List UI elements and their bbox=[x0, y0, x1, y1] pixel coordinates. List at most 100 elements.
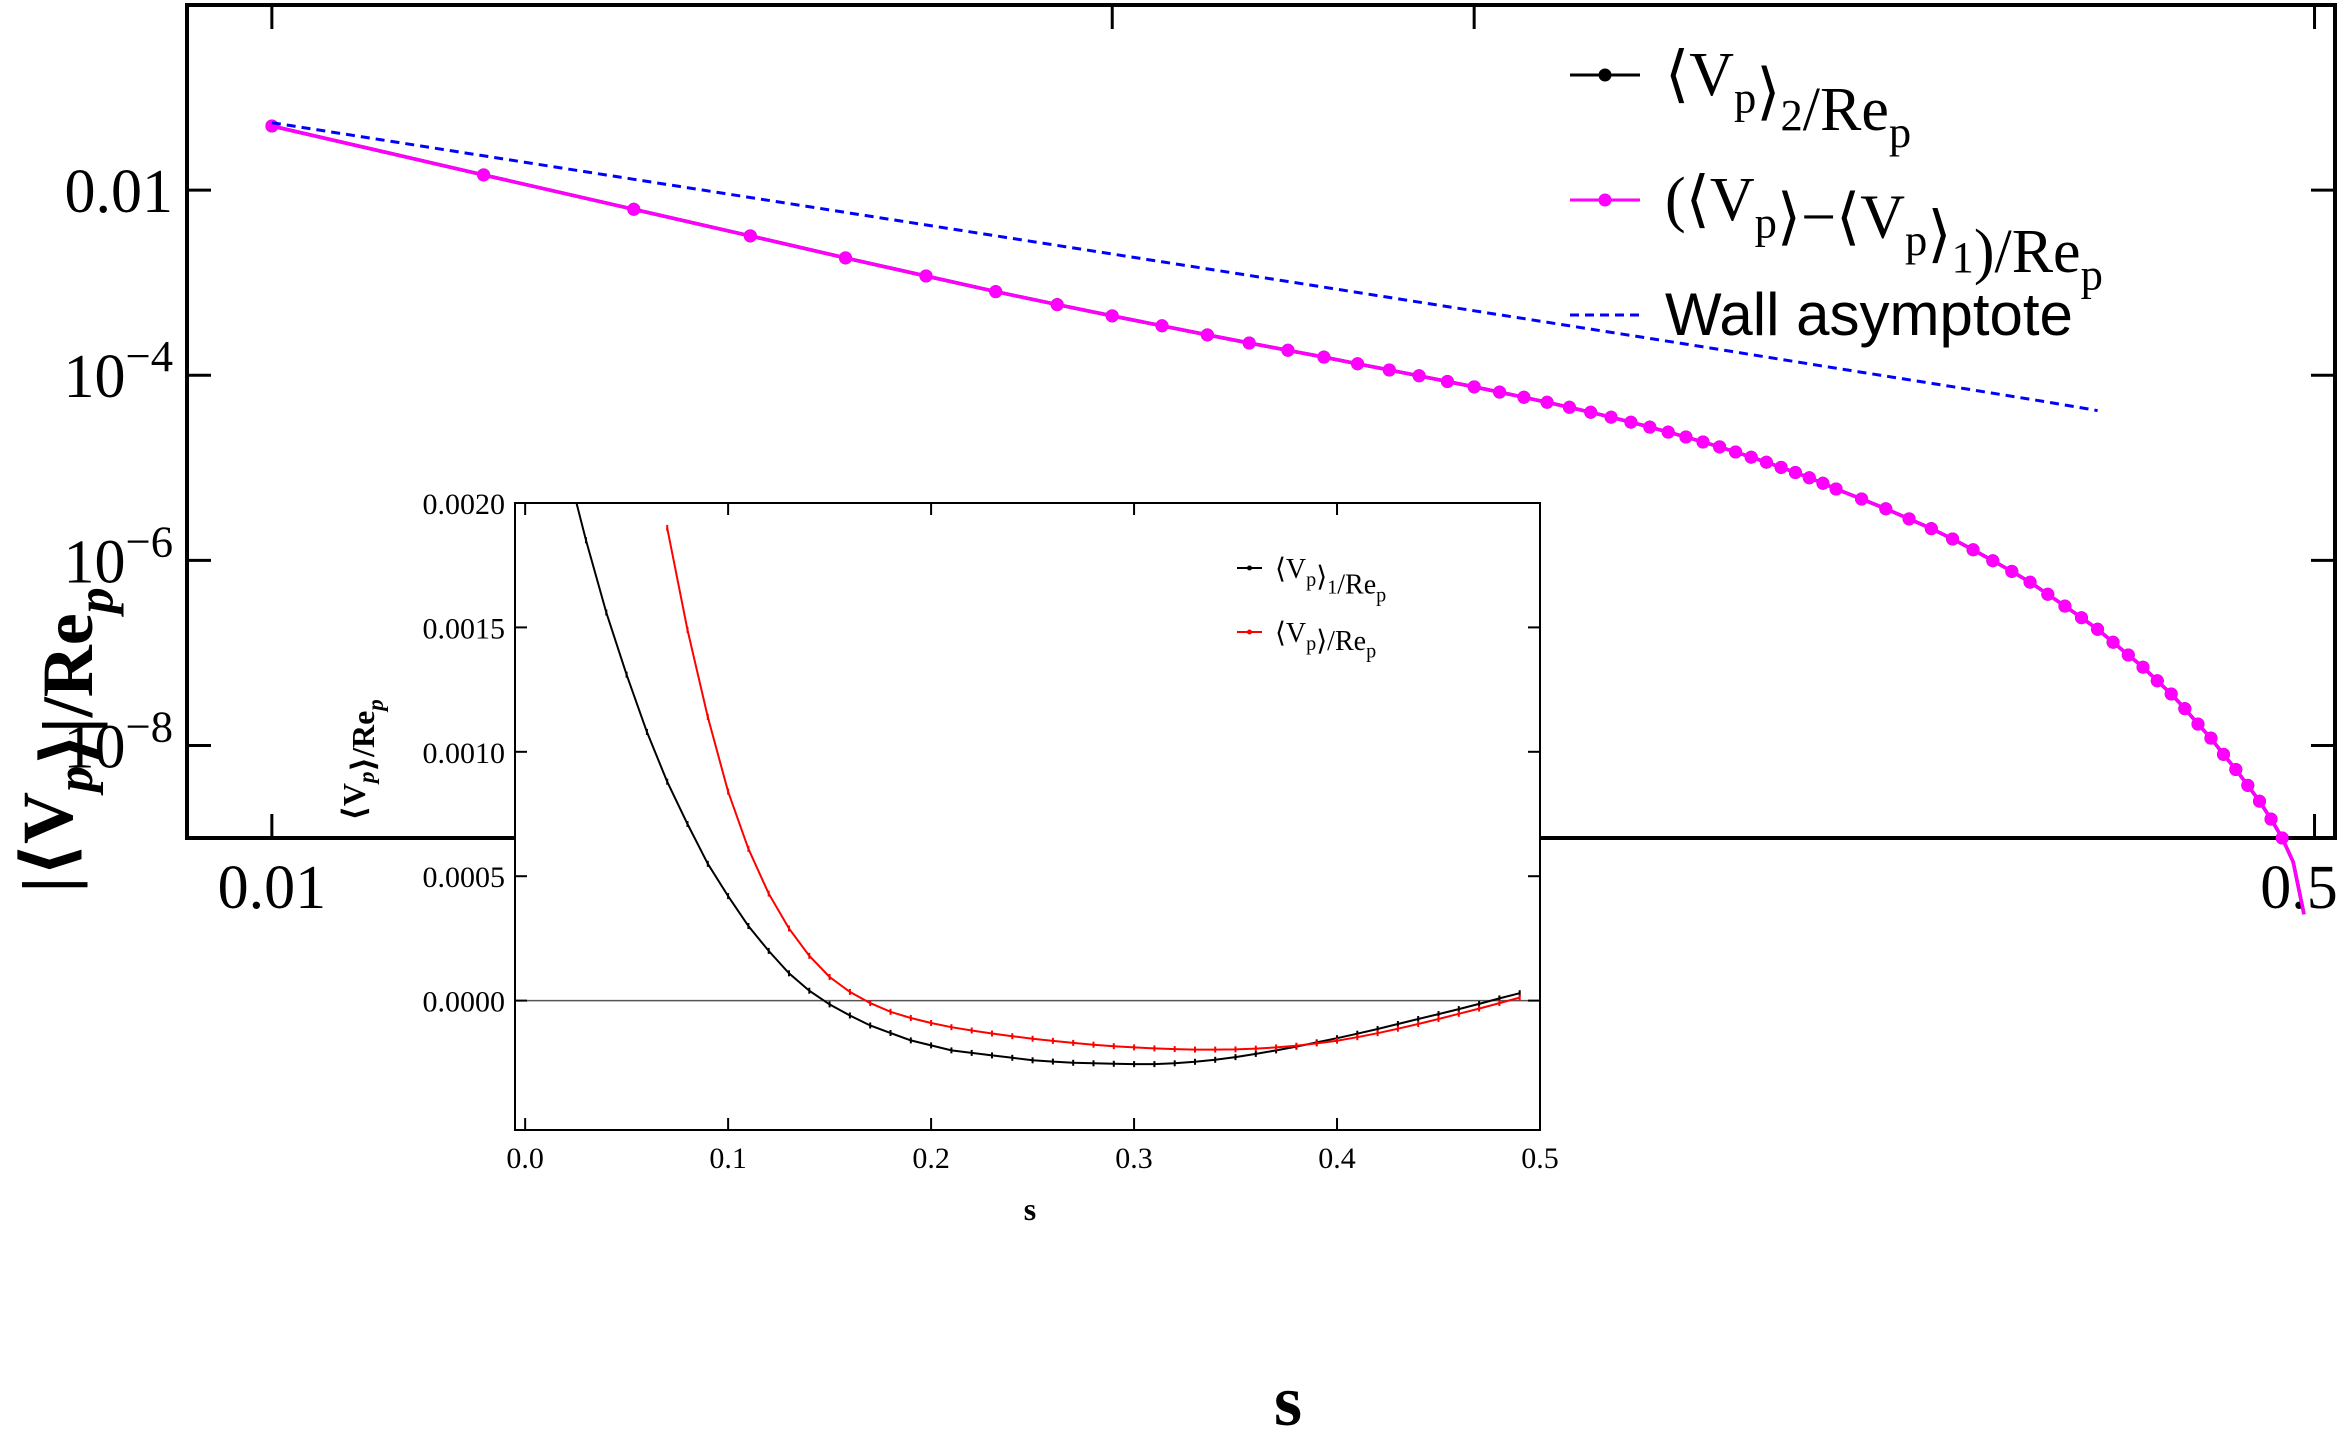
main-y-axis-label: |⟨Vp⟩|/Rep bbox=[8, 587, 124, 892]
main-data-point bbox=[1643, 420, 1657, 434]
main-data-point bbox=[1105, 309, 1119, 323]
main-data-point bbox=[1317, 350, 1331, 364]
main-data-point bbox=[1604, 410, 1618, 424]
main-legend-label: ⟨Vp⟩2/Rep bbox=[1665, 41, 1911, 157]
main-data-point bbox=[2075, 611, 2088, 625]
main-y-axis: 0.01 10−4 10−6 10−8 bbox=[64, 158, 2335, 781]
main-data-point bbox=[627, 202, 641, 216]
inset-x-tick-label: 0.1 bbox=[709, 1142, 747, 1175]
main-data-point bbox=[1584, 405, 1598, 419]
main-data-point bbox=[1517, 390, 1531, 404]
main-data-point bbox=[2106, 635, 2120, 649]
main-data-point bbox=[1624, 415, 1638, 429]
main-data-point bbox=[1774, 460, 1788, 474]
main-data-point bbox=[1879, 502, 1893, 516]
inset-y-tick-label: 0.0010 bbox=[423, 737, 506, 770]
main-data-point bbox=[743, 229, 757, 243]
main-data-point bbox=[1788, 466, 1802, 479]
main-data-point bbox=[1802, 471, 1816, 485]
main-y-tick-label: 10−8 bbox=[64, 701, 173, 781]
main-data-point bbox=[1351, 357, 1365, 371]
main-data-point bbox=[989, 285, 1003, 299]
main-data-point bbox=[919, 269, 933, 283]
main-data-point bbox=[1562, 400, 1576, 414]
main-data-point bbox=[1382, 363, 1396, 377]
main-data-point bbox=[2241, 778, 2255, 792]
inset-y-tick-label: 0.0020 bbox=[423, 488, 506, 521]
main-data-point bbox=[1713, 440, 1727, 454]
inset-background bbox=[515, 503, 1540, 1130]
main-data-point bbox=[839, 251, 852, 265]
inset-x-tick-label: 0.3 bbox=[1115, 1142, 1153, 1175]
inset-frame bbox=[514, 502, 1541, 1131]
main-data-point bbox=[1729, 445, 1743, 459]
main-x-axis-label: s bbox=[1274, 1361, 1302, 1440]
main-data-point bbox=[2091, 622, 2105, 636]
main-data-point bbox=[1986, 554, 2000, 568]
inset-y-tick-label: 0.0015 bbox=[423, 612, 506, 645]
inset-x-tick-label: 0.4 bbox=[1318, 1142, 1356, 1175]
inset-x-axis-label: s bbox=[1024, 1191, 1036, 1227]
main-data-point bbox=[1661, 425, 1675, 439]
inset-series-group bbox=[575, 503, 1521, 1068]
main-data-point bbox=[1696, 435, 1710, 449]
main-legend-label: Wall asymptote bbox=[1665, 281, 2073, 348]
main-data-point bbox=[1744, 450, 1758, 464]
main-data-point bbox=[1855, 492, 1869, 506]
main-y-tick-label: 0.01 bbox=[65, 158, 174, 226]
inset-legend-marker bbox=[1247, 629, 1252, 635]
main-data-point bbox=[1924, 522, 1938, 536]
main-data-point bbox=[2136, 660, 2150, 674]
inset-legend-marker bbox=[1247, 565, 1252, 571]
main-data-point bbox=[2275, 831, 2289, 845]
main-data-point bbox=[1242, 336, 1256, 350]
main-data-point bbox=[2023, 575, 2037, 589]
main-data-point bbox=[2178, 702, 2192, 716]
inset-y-axis-label: ⟨Vp⟩/Rep bbox=[336, 699, 388, 821]
main-data-point bbox=[2164, 687, 2178, 701]
main-data-point bbox=[1759, 455, 1773, 469]
inset-y-axis: 0.0000 0.0005 0.0010 0.0015 0.0020 bbox=[423, 488, 1540, 1019]
inset-x-axis: 0.0 0.1 0.2 0.3 0.4 0.5 bbox=[506, 503, 1559, 1175]
main-data-point bbox=[1679, 430, 1693, 444]
main-data-point bbox=[1412, 369, 1426, 383]
main-legend-marker bbox=[1598, 68, 1612, 82]
main-data-point bbox=[1829, 482, 1843, 496]
inset-y-tick-label: 0.0000 bbox=[423, 986, 506, 1019]
main-data-point bbox=[1946, 532, 1960, 546]
main-data-point bbox=[2264, 812, 2278, 826]
main-series-line bbox=[271, 121, 2098, 413]
main-data-point bbox=[1281, 343, 1295, 357]
main-data-point bbox=[1966, 543, 1980, 557]
main-data-point bbox=[1493, 385, 1507, 399]
main-data-point bbox=[1050, 298, 1064, 312]
main-data-point bbox=[1902, 512, 1916, 526]
inset-x-tick-label: 0.0 bbox=[506, 1142, 544, 1175]
main-data-point bbox=[1816, 476, 1830, 490]
main-data-point bbox=[2005, 564, 2019, 578]
main-data-point bbox=[1155, 319, 1169, 333]
main-data-point bbox=[2150, 674, 2164, 688]
inset-x-tick-label: 0.2 bbox=[912, 1142, 950, 1175]
main-data-point bbox=[1440, 375, 1454, 388]
main-x-tick-label: 0.01 bbox=[218, 854, 327, 922]
main-data-point bbox=[1467, 380, 1481, 394]
inset-plot: 0.0 0.1 0.2 0.3 0.4 0.5 0.00000.00050.00100.0… bbox=[336, 488, 1559, 1227]
inset-x-tick-label: 0.5 bbox=[1521, 1142, 1559, 1175]
main-data-point bbox=[2058, 599, 2072, 613]
inset-legend: ⟨Vp⟩1/Rep ⟨Vp⟩/Rep bbox=[1237, 554, 1386, 663]
main-data-point bbox=[477, 168, 491, 182]
main-series-group bbox=[265, 119, 2306, 915]
inset-legend-label: ⟨Vp⟩1/Rep bbox=[1275, 554, 1386, 606]
main-data-point bbox=[1540, 395, 1554, 409]
main-y-tick-label: 10−6 bbox=[64, 516, 173, 596]
main-data-point bbox=[2121, 648, 2135, 662]
main-data-point bbox=[2204, 731, 2218, 745]
main-legend-marker bbox=[1598, 193, 1612, 207]
inset-y-tick-label: 0.0005 bbox=[423, 861, 506, 894]
main-data-point bbox=[2191, 717, 2205, 731]
main-legend-label: (⟨Vp⟩−⟨Vp⟩1)/Rep bbox=[1665, 166, 2103, 300]
main-data-point bbox=[2041, 587, 2055, 601]
